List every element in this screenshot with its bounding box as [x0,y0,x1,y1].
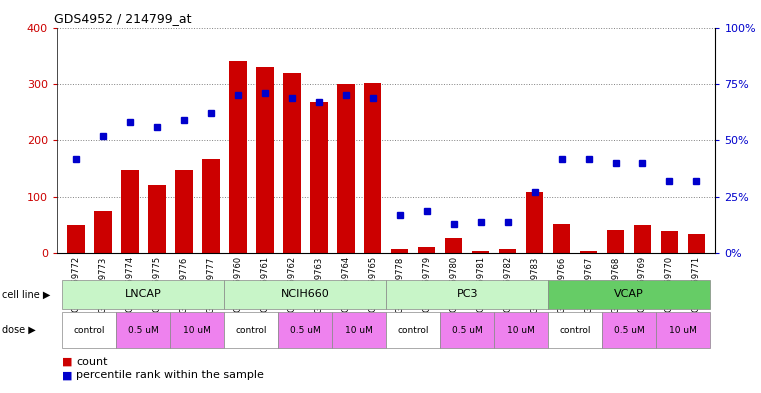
Bar [602,312,656,348]
Text: 0.5 uM: 0.5 uM [452,326,482,334]
Bar [580,251,597,253]
Text: 0.5 uM: 0.5 uM [290,326,320,334]
Text: 10 uM: 10 uM [345,326,373,334]
Text: PC3: PC3 [457,289,478,299]
Bar [526,193,543,253]
Bar [548,312,602,348]
Bar [607,230,624,253]
Bar [440,312,494,348]
Text: VCAP: VCAP [614,289,644,299]
Text: 10 uM: 10 uM [507,326,535,334]
Bar [656,312,710,348]
Bar [386,312,440,348]
Text: dose ▶: dose ▶ [2,325,35,335]
Text: control: control [397,326,429,334]
Bar [333,312,386,348]
Bar [337,84,355,253]
Bar [116,312,170,348]
Bar [548,280,710,309]
Text: control: control [236,326,267,334]
Text: 10 uM: 10 uM [669,326,697,334]
Bar [148,185,166,253]
Bar [121,170,139,253]
Bar [67,225,84,253]
Bar [224,280,386,309]
Text: cell line ▶: cell line ▶ [2,289,50,299]
Bar [202,159,220,253]
Bar [364,83,381,253]
Bar [229,61,247,253]
Bar [391,249,409,253]
Text: NCIH660: NCIH660 [281,289,330,299]
Text: LNCAP: LNCAP [125,289,162,299]
Text: 0.5 uM: 0.5 uM [128,326,159,334]
Text: 10 uM: 10 uM [183,326,212,334]
Bar [552,224,570,253]
Bar [661,231,678,253]
Bar [62,280,224,309]
Text: count: count [76,356,107,367]
Bar [418,247,435,253]
Bar [386,280,548,309]
Bar [310,102,327,253]
Bar [499,249,517,253]
Bar [494,312,548,348]
Text: ■: ■ [62,370,73,380]
Bar [94,211,112,253]
Bar [472,251,489,253]
Text: control: control [74,326,105,334]
Bar [62,312,116,348]
Bar [688,234,705,253]
Text: control: control [559,326,591,334]
Text: 0.5 uM: 0.5 uM [613,326,645,334]
Bar [170,312,224,348]
Text: GDS4952 / 214799_at: GDS4952 / 214799_at [54,12,191,25]
Bar [279,312,333,348]
Bar [175,170,193,253]
Text: ■: ■ [62,356,73,367]
Bar [283,73,301,253]
Text: percentile rank within the sample: percentile rank within the sample [76,370,264,380]
Bar [256,67,273,253]
Bar [634,225,651,253]
Bar [445,238,463,253]
Bar [224,312,279,348]
